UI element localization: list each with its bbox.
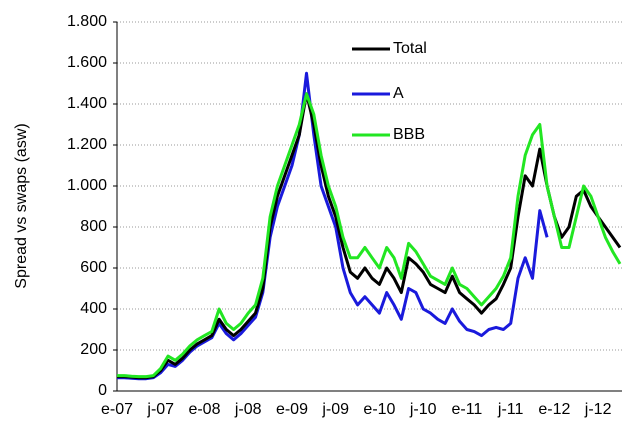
y-tick-label: 400 (80, 300, 107, 317)
y-tick-label: 800 (80, 218, 107, 235)
y-tick-label: 600 (80, 259, 107, 276)
y-tick-label: 1.000 (67, 177, 107, 194)
x-tick-label: e-07 (101, 401, 133, 418)
legend-label: A (393, 85, 404, 102)
y-tick-label: 1.200 (67, 136, 107, 153)
x-tick-label: j-11 (497, 401, 524, 418)
legend-label: BBB (393, 126, 425, 143)
y-tick-label: 200 (80, 341, 107, 358)
series-line (117, 71, 549, 381)
x-tick-label: e-08 (188, 401, 220, 418)
y-axis-label: Spread vs swaps (asw) (13, 123, 30, 288)
y-tick-label: 0 (98, 382, 107, 399)
y-tick-label: 1.800 (67, 13, 107, 30)
x-tick-label: j-10 (409, 401, 437, 418)
x-tick-label: e-11 (451, 401, 482, 418)
x-tick-label: j-07 (146, 401, 174, 418)
x-tick-label: j-08 (234, 401, 262, 418)
x-tick-label: j-12 (584, 401, 612, 418)
x-tick-label: e-12 (538, 401, 570, 418)
legend-label: Total (393, 40, 427, 57)
series-line (117, 92, 622, 379)
series-line (117, 92, 622, 380)
y-tick-label: 1.600 (67, 54, 107, 71)
y-tick-label: 1.400 (67, 95, 107, 112)
x-tick-label: e-09 (276, 401, 308, 418)
x-tick-label: e-10 (363, 401, 395, 418)
x-tick-label: j-09 (321, 401, 349, 418)
